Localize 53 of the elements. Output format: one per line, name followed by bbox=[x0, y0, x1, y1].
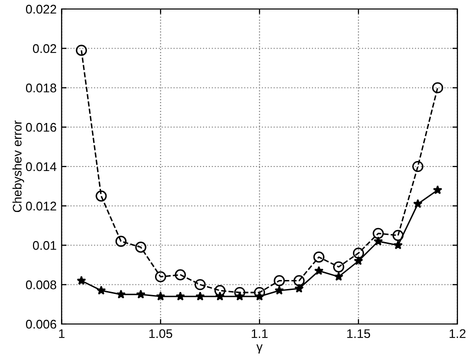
point bbox=[313, 252, 324, 263]
point bbox=[96, 286, 106, 295]
point bbox=[96, 190, 107, 202]
point bbox=[116, 290, 126, 299]
point bbox=[334, 272, 344, 281]
y-axis-title: Chebyshev error bbox=[12, 120, 24, 212]
point bbox=[294, 284, 304, 293]
point bbox=[314, 266, 324, 275]
y-tick-label: 0.01 bbox=[32, 241, 56, 250]
y-tick-label: 0.014 bbox=[26, 162, 56, 172]
point bbox=[254, 292, 264, 301]
x-tick-label: 1.15 bbox=[347, 329, 370, 338]
point bbox=[392, 230, 404, 241]
point bbox=[176, 292, 186, 301]
point bbox=[156, 292, 166, 301]
x-axis-title: γ bbox=[256, 344, 263, 354]
point bbox=[136, 290, 146, 299]
y-tick-label: 0.016 bbox=[26, 122, 56, 132]
y-tick-label: 0.018 bbox=[26, 84, 56, 92]
x-tick-label: 1.05 bbox=[149, 329, 172, 338]
point bbox=[352, 248, 364, 259]
point bbox=[372, 228, 384, 239]
point bbox=[274, 275, 285, 286]
y-tick-label: 0.022 bbox=[26, 4, 56, 14]
point bbox=[413, 199, 422, 208]
y-tick-label: 0.02 bbox=[32, 44, 56, 54]
point bbox=[194, 279, 206, 290]
point bbox=[115, 236, 127, 247]
point bbox=[155, 271, 166, 282]
point bbox=[215, 292, 225, 301]
point bbox=[234, 286, 246, 298]
point bbox=[76, 276, 86, 285]
point bbox=[274, 286, 284, 295]
point bbox=[333, 261, 344, 272]
point bbox=[294, 275, 305, 286]
point bbox=[374, 236, 383, 246]
point bbox=[393, 240, 403, 250]
point bbox=[412, 160, 424, 172]
point bbox=[432, 185, 442, 194]
y-tick-label: 0.008 bbox=[26, 280, 56, 290]
point bbox=[195, 292, 205, 301]
point bbox=[135, 242, 146, 253]
point bbox=[76, 44, 87, 56]
point bbox=[174, 269, 186, 280]
y-tick-label: 0.006 bbox=[26, 320, 56, 329]
point bbox=[235, 292, 244, 301]
x-tick-label: 1.1 bbox=[252, 329, 268, 338]
point bbox=[354, 256, 364, 266]
x-tick-label: 1.2 bbox=[450, 329, 466, 338]
point bbox=[432, 82, 444, 94]
y-tick-label: 0.012 bbox=[26, 202, 56, 211]
point bbox=[254, 286, 266, 298]
x-tick-label: 1 bbox=[59, 329, 64, 338]
